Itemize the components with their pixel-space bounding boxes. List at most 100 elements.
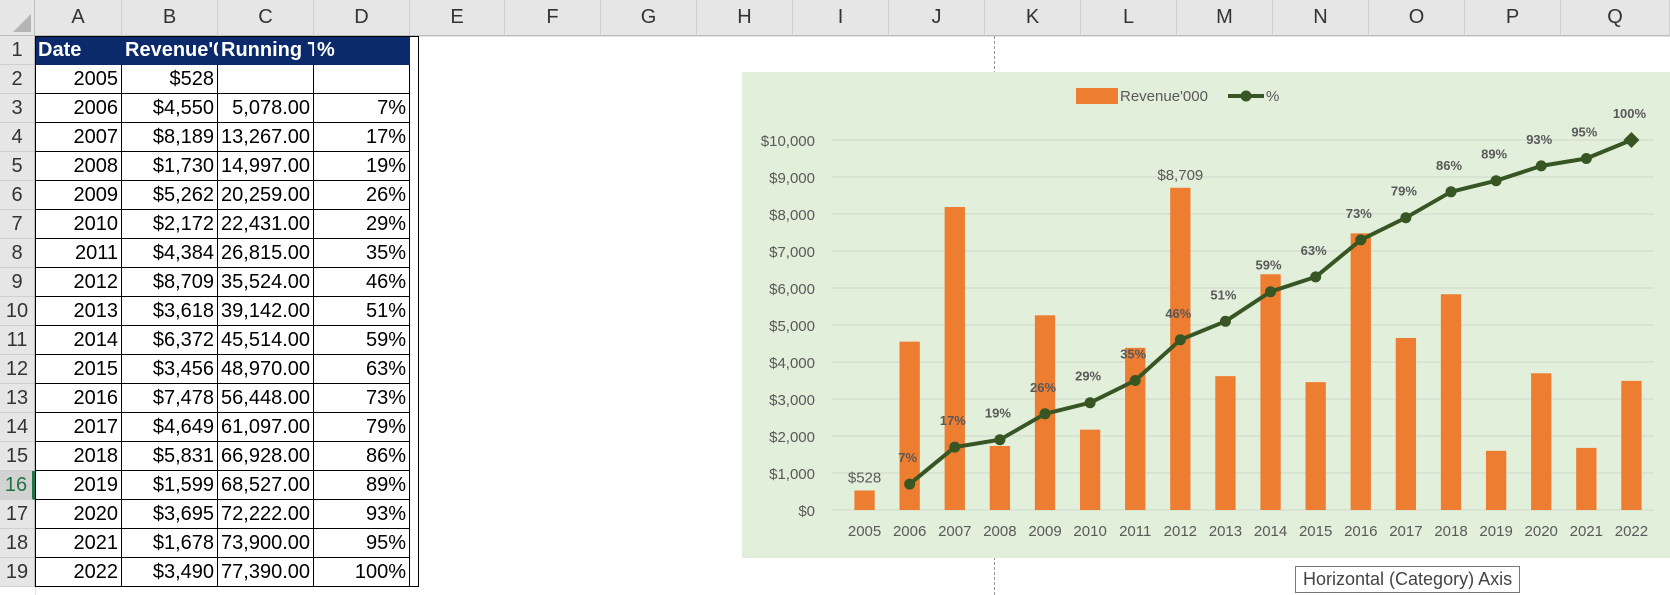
row-header-4[interactable]: 4 [0, 123, 35, 152]
header-cell-a[interactable]: Date [35, 36, 122, 65]
table-cell[interactable]: 2013 [35, 297, 122, 326]
table-cell[interactable]: $7,478 [122, 384, 218, 413]
table-cell[interactable]: 2014 [35, 326, 122, 355]
table-cell[interactable]: 2017 [35, 413, 122, 442]
table-cell[interactable]: 2012 [35, 268, 122, 297]
column-header-a[interactable]: A [35, 0, 122, 36]
table-cell[interactable]: 2019 [35, 471, 122, 500]
column-header-q[interactable]: Q [1561, 0, 1670, 36]
table-cell[interactable]: 39,142.00 [218, 297, 314, 326]
table-cell[interactable]: 2020 [35, 500, 122, 529]
row-header-19[interactable]: 19 [0, 558, 35, 587]
column-header-i[interactable]: I [793, 0, 889, 36]
table-cell[interactable]: 2006 [35, 94, 122, 123]
table-cell[interactable]: 2005 [35, 65, 122, 94]
row-header-1[interactable]: 1 [0, 36, 35, 65]
header-cell-c[interactable]: Running T [218, 36, 314, 65]
table-cell[interactable]: 2010 [35, 210, 122, 239]
combo-chart[interactable]: $0 $1,000 $2,000 $3,000 $4,000 $5,000 $6,000 $7… [742, 72, 1670, 558]
table-cell[interactable]: 2011 [35, 239, 122, 268]
column-header-j[interactable]: J [889, 0, 985, 36]
table-cell[interactable]: 5,078.00 [218, 94, 314, 123]
column-header-g[interactable]: G [601, 0, 697, 36]
table-cell[interactable]: 66,928.00 [218, 442, 314, 471]
table-cell[interactable]: 45,514.00 [218, 326, 314, 355]
row-header-12[interactable]: 12 [0, 355, 35, 384]
table-cell[interactable]: 26,815.00 [218, 239, 314, 268]
table-cell[interactable]: $528 [122, 65, 218, 94]
row-header-16[interactable]: 16 [0, 471, 35, 500]
table-cell[interactable]: 35% [314, 239, 410, 268]
table-cell[interactable]: 95% [314, 529, 410, 558]
table-cell[interactable]: 73,900.00 [218, 529, 314, 558]
row-header-7[interactable]: 7 [0, 210, 35, 239]
table-cell[interactable]: 26% [314, 181, 410, 210]
table-cell[interactable]: 2016 [35, 384, 122, 413]
row-header-15[interactable]: 15 [0, 442, 35, 471]
table-cell[interactable]: 14,997.00 [218, 152, 314, 181]
row-header-2[interactable]: 2 [0, 65, 35, 94]
column-header-p[interactable]: P [1465, 0, 1561, 36]
row-header-14[interactable]: 14 [0, 413, 35, 442]
column-header-n[interactable]: N [1273, 0, 1369, 36]
table-cell[interactable]: $8,189 [122, 123, 218, 152]
table-cell[interactable]: 29% [314, 210, 410, 239]
table-cell[interactable]: 2022 [35, 558, 122, 587]
table-cell[interactable]: $4,384 [122, 239, 218, 268]
table-cell[interactable]: 51% [314, 297, 410, 326]
table-cell[interactable]: 20,259.00 [218, 181, 314, 210]
row-header-13[interactable]: 13 [0, 384, 35, 413]
row-header-18[interactable]: 18 [0, 529, 35, 558]
table-cell[interactable]: 79% [314, 413, 410, 442]
table-cell[interactable]: 86% [314, 442, 410, 471]
column-header-b[interactable]: B [122, 0, 218, 36]
select-all-corner[interactable] [0, 0, 35, 36]
row-header-6[interactable]: 6 [0, 181, 35, 210]
row-header-5[interactable]: 5 [0, 152, 35, 181]
table-cell[interactable]: 72,222.00 [218, 500, 314, 529]
table-cell[interactable]: $5,831 [122, 442, 218, 471]
row-header-8[interactable]: 8 [0, 239, 35, 268]
table-cell[interactable]: 2018 [35, 442, 122, 471]
row-header-10[interactable]: 10 [0, 297, 35, 326]
table-cell[interactable]: 35,524.00 [218, 268, 314, 297]
column-header-f[interactable]: F [505, 0, 601, 36]
column-header-m[interactable]: M [1177, 0, 1273, 36]
table-cell[interactable]: 59% [314, 326, 410, 355]
table-cell[interactable] [314, 65, 410, 94]
column-header-d[interactable]: D [314, 0, 410, 36]
table-cell[interactable]: $6,372 [122, 326, 218, 355]
table-cell[interactable]: 73% [314, 384, 410, 413]
table-cell[interactable]: $4,550 [122, 94, 218, 123]
table-cell[interactable]: $5,262 [122, 181, 218, 210]
table-cell[interactable]: 13,267.00 [218, 123, 314, 152]
table-cell[interactable]: 2021 [35, 529, 122, 558]
table-cell[interactable]: 63% [314, 355, 410, 384]
table-cell[interactable]: 2008 [35, 152, 122, 181]
table-cell[interactable]: 7% [314, 94, 410, 123]
table-cell[interactable]: 17% [314, 123, 410, 152]
table-cell[interactable]: 89% [314, 471, 410, 500]
table-cell[interactable]: 2007 [35, 123, 122, 152]
column-header-l[interactable]: L [1081, 0, 1177, 36]
table-cell[interactable] [218, 65, 314, 94]
row-header-9[interactable]: 9 [0, 268, 35, 297]
table-cell[interactable]: 2009 [35, 181, 122, 210]
table-cell[interactable]: 46% [314, 268, 410, 297]
table-cell[interactable]: $1,599 [122, 471, 218, 500]
table-cell[interactable]: 100% [314, 558, 410, 587]
table-cell[interactable]: $4,649 [122, 413, 218, 442]
table-cell[interactable]: 22,431.00 [218, 210, 314, 239]
table-cell[interactable]: $1,678 [122, 529, 218, 558]
column-header-e[interactable]: E [410, 0, 505, 36]
table-cell[interactable]: 61,097.00 [218, 413, 314, 442]
table-cell[interactable]: 77,390.00 [218, 558, 314, 587]
table-cell[interactable]: $1,730 [122, 152, 218, 181]
header-cell-b[interactable]: Revenue'0 [122, 36, 218, 65]
table-cell[interactable]: $3,695 [122, 500, 218, 529]
row-header-17[interactable]: 17 [0, 500, 35, 529]
table-cell[interactable]: $3,490 [122, 558, 218, 587]
table-cell[interactable]: 48,970.00 [218, 355, 314, 384]
table-cell[interactable]: $8,709 [122, 268, 218, 297]
table-cell[interactable]: $3,456 [122, 355, 218, 384]
